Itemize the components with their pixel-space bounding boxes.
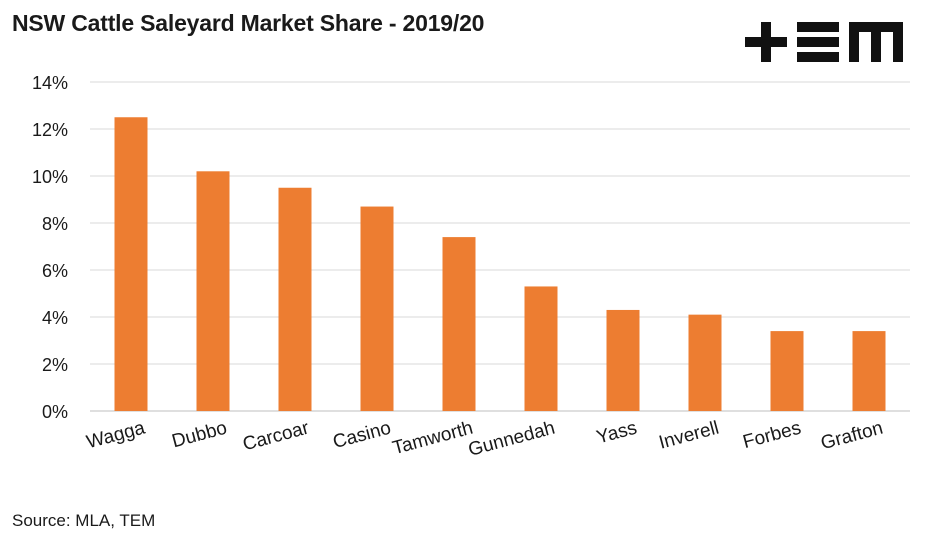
y-tick-label: 12%: [32, 120, 68, 140]
x-tick-label: Grafton: [819, 418, 886, 455]
x-tick-label: Dubbo: [170, 418, 230, 453]
bar-yass: [606, 309, 640, 411]
chart-title: NSW Cattle Saleyard Market Share - 2019/…: [12, 10, 485, 36]
y-tick-label: 4%: [42, 308, 68, 328]
bar-gunnedah: [524, 286, 558, 411]
x-tick-label: Tamworth: [390, 418, 475, 460]
x-tick-label: Wagga: [84, 417, 147, 453]
x-tick-label: Inverell: [657, 418, 722, 454]
x-tick-label: Gunnedah: [466, 418, 557, 461]
x-tick-label: Casino: [331, 418, 394, 454]
x-tick-label: Forbes: [741, 418, 804, 454]
bar-carcoar: [278, 187, 312, 411]
y-tick-label: 8%: [42, 214, 68, 234]
y-tick-label: 14%: [32, 73, 68, 93]
y-tick-label: 10%: [32, 167, 68, 187]
bar-dubbo: [196, 171, 230, 411]
bar-wagga: [114, 117, 148, 411]
bar-grafton: [852, 331, 886, 411]
source-note: Source: MLA, TEM: [12, 511, 156, 530]
bar-tamworth: [442, 237, 476, 411]
bar-inverell: [688, 314, 722, 411]
x-tick-label: Carcoar: [241, 417, 312, 455]
tem-logo-icon: [745, 22, 903, 62]
x-tick-label: Yass: [594, 418, 639, 449]
bar-forbes: [770, 331, 804, 411]
y-tick-label: 2%: [42, 355, 68, 375]
bar-casino: [360, 206, 394, 411]
y-tick-label: 0%: [42, 402, 68, 422]
y-tick-label: 6%: [42, 261, 68, 281]
